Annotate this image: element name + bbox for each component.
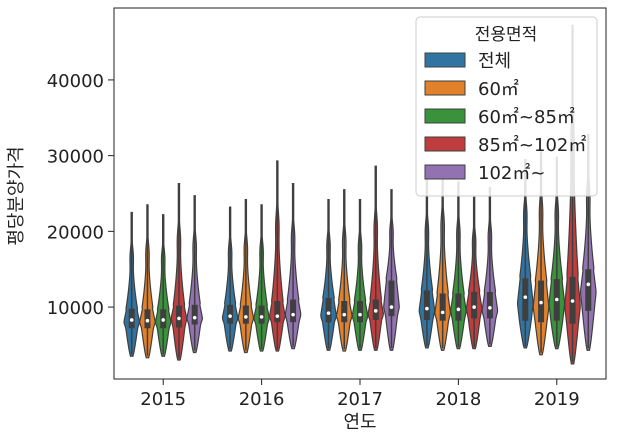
violin-median-dot xyxy=(472,305,476,309)
violin-iqr-box xyxy=(258,305,265,324)
violin-iqr-box xyxy=(455,293,462,321)
violin-median-dot xyxy=(145,318,150,323)
violin-iqr-box xyxy=(290,299,297,323)
x-tick-label: 2018 xyxy=(435,389,481,410)
violin-iqr-box xyxy=(144,309,151,329)
violin-iqr-box xyxy=(357,301,363,323)
y-tick-label: 40000 xyxy=(47,71,104,92)
x-tick-label: 2017 xyxy=(337,389,383,410)
violin-median-dot xyxy=(228,314,232,318)
violin-iqr-box xyxy=(191,304,198,325)
x-tick-label: 2019 xyxy=(534,389,580,410)
violin-median-dot xyxy=(570,299,575,303)
violin-median-dot xyxy=(425,306,429,311)
violin-iqr-box xyxy=(242,305,249,324)
legend-swatch xyxy=(424,136,466,152)
violin-median-dot xyxy=(358,312,362,317)
legend-label: 102㎡~ xyxy=(478,162,545,184)
y-tick-label: 20000 xyxy=(47,222,104,243)
y-axis-label: 평당분양가격 xyxy=(6,146,27,245)
violin-iqr-box xyxy=(522,278,529,321)
violin-median-dot xyxy=(244,315,248,319)
violin-iqr-box xyxy=(341,301,348,323)
legend-label: 60㎡ xyxy=(478,78,519,100)
legend: 전용면적 전체 60㎡ 60㎡~85㎡ 85㎡~102㎡ 102㎡~ xyxy=(415,16,598,197)
violin-median-dot xyxy=(373,309,378,313)
violin-iqr-box xyxy=(471,291,478,319)
violin-median-dot xyxy=(488,306,492,310)
x-tick-label: 2015 xyxy=(140,389,186,410)
violin-iqr-box xyxy=(175,305,182,328)
violin-iqr-box xyxy=(423,290,430,320)
legend-label: 전체 xyxy=(478,51,511,72)
violin-median-dot xyxy=(129,318,134,322)
legend-items: 전체 60㎡ 60㎡~85㎡ 85㎡~102㎡ 102㎡~ xyxy=(424,51,586,184)
violin-median-dot xyxy=(440,310,445,315)
legend-title: 전용면적 xyxy=(475,25,538,45)
x-axis: 2015 2016 2017 2018 2019 xyxy=(140,379,580,410)
violin-median-dot xyxy=(389,305,394,309)
violin-iqr-box xyxy=(325,297,332,323)
violin-median-dot xyxy=(192,315,197,320)
violin-iqr-box xyxy=(585,269,592,311)
legend-swatch xyxy=(424,164,466,180)
violin-iqr-box xyxy=(274,301,281,323)
x-axis-label: 연도 xyxy=(343,412,376,433)
violin-iqr-box xyxy=(227,304,234,324)
violin-median-dot xyxy=(291,312,295,317)
violin-median-dot xyxy=(259,315,264,319)
y-tick-label: 30000 xyxy=(47,147,104,168)
legend-label: 60㎡~85㎡ xyxy=(478,106,575,128)
violin-median-dot xyxy=(456,307,461,312)
violin-median-dot xyxy=(326,311,331,315)
violin-median-dot xyxy=(161,318,165,322)
violin-iqr-box xyxy=(388,280,395,317)
legend-swatch xyxy=(424,52,466,68)
y-tick-label: 10000 xyxy=(47,298,104,319)
violin-median-dot xyxy=(539,300,543,305)
violin-iqr-box xyxy=(486,291,493,319)
violin-median-dot xyxy=(586,282,591,287)
violin-median-dot xyxy=(523,295,528,300)
y-axis: 10000 20000 30000 40000 xyxy=(47,71,114,319)
legend-label: 85㎡~102㎡ xyxy=(478,134,586,156)
violin-median-dot xyxy=(177,316,181,321)
violin-iqr-box xyxy=(439,293,446,321)
violin-median-dot xyxy=(555,297,559,302)
legend-swatch xyxy=(424,108,466,124)
violin-median-dot xyxy=(342,312,347,317)
legend-swatch xyxy=(424,80,466,96)
violin-median-dot xyxy=(275,314,280,318)
x-tick-label: 2016 xyxy=(239,389,285,410)
